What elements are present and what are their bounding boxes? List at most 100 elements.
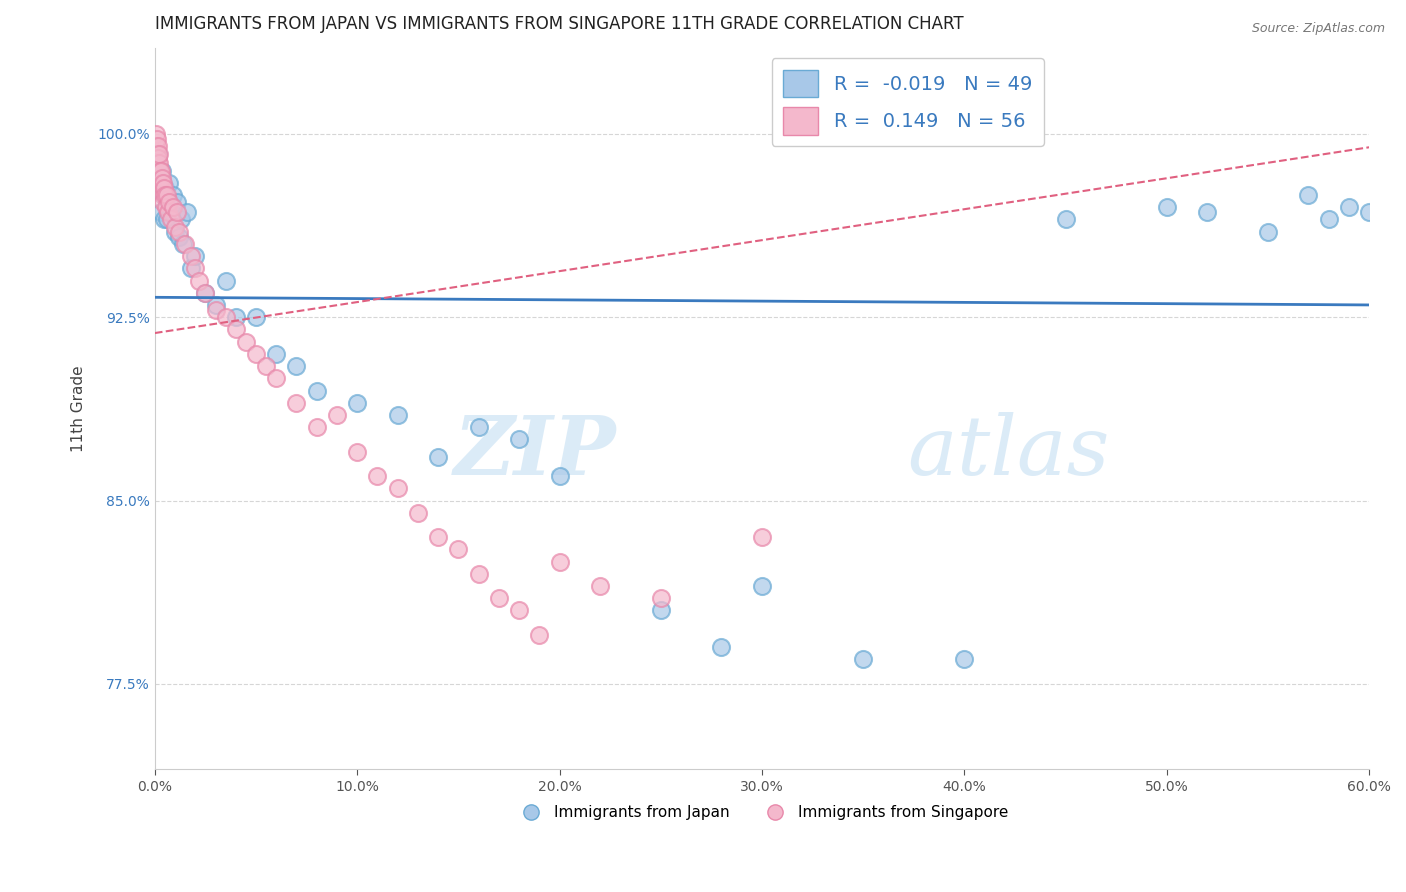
Point [406, 506, 429, 520]
Point [167, 225, 190, 239]
Point [346, 396, 368, 410]
Point [146, 146, 169, 161]
Point [194, 285, 217, 300]
Point [153, 180, 176, 194]
Point [149, 163, 172, 178]
Point [166, 195, 188, 210]
Point [145, 127, 167, 141]
Point [710, 640, 733, 654]
Point [387, 408, 409, 422]
Point [165, 219, 187, 234]
Point [174, 236, 197, 251]
Point [160, 205, 183, 219]
Point [225, 310, 247, 325]
Point [176, 205, 198, 219]
Legend: Immigrants from Japan, Immigrants from Singapore: Immigrants from Japan, Immigrants from S… [509, 799, 1015, 827]
Point [153, 180, 176, 194]
Point [1054, 212, 1077, 227]
Point [204, 298, 226, 312]
Point [152, 188, 174, 202]
Point [488, 591, 510, 606]
Point [427, 450, 450, 464]
Point [157, 176, 180, 190]
Point [149, 176, 172, 190]
Point [245, 310, 267, 325]
Point [305, 420, 328, 434]
Point [305, 384, 328, 398]
Text: IMMIGRANTS FROM JAPAN VS IMMIGRANTS FROM SINGAPORE 11TH GRADE CORRELATION CHART: IMMIGRANTS FROM JAPAN VS IMMIGRANTS FROM… [155, 15, 963, 33]
Point [215, 274, 238, 288]
Point [751, 579, 773, 593]
Point [153, 212, 176, 227]
Point [467, 566, 489, 581]
Point [148, 180, 170, 194]
Point [245, 347, 267, 361]
Point [264, 347, 287, 361]
Point [153, 188, 176, 202]
Point [150, 163, 173, 178]
Point [148, 156, 170, 170]
Point [326, 408, 349, 422]
Point [285, 359, 308, 373]
Point [589, 579, 612, 593]
Point [146, 163, 169, 178]
Point [184, 261, 207, 276]
Point [1358, 205, 1381, 219]
Point [146, 132, 169, 146]
Point [146, 139, 169, 153]
Point [170, 212, 193, 227]
Point [529, 628, 551, 642]
Point [165, 225, 187, 239]
Y-axis label: 11th Grade: 11th Grade [72, 366, 86, 452]
Point [145, 139, 167, 153]
Point [156, 205, 179, 219]
Point [650, 603, 672, 617]
Point [447, 542, 470, 557]
Point [346, 444, 368, 458]
Point [188, 274, 211, 288]
Point [150, 180, 173, 194]
Point [160, 212, 183, 227]
Point [166, 205, 188, 219]
Point [508, 433, 530, 447]
Point [254, 359, 277, 373]
Point [194, 285, 217, 300]
Point [225, 322, 247, 336]
Point [152, 188, 174, 202]
Text: Source: ZipAtlas.com: Source: ZipAtlas.com [1251, 22, 1385, 36]
Point [157, 195, 180, 210]
Point [155, 200, 177, 214]
Point [156, 212, 179, 227]
Point [149, 163, 172, 178]
Point [366, 469, 388, 483]
Point [152, 195, 174, 210]
Point [508, 603, 530, 617]
Point [264, 371, 287, 385]
Point [149, 176, 172, 190]
Point [180, 261, 202, 276]
Point [184, 249, 207, 263]
Point [953, 652, 976, 666]
Point [548, 469, 571, 483]
Point [156, 188, 179, 202]
Point [751, 530, 773, 544]
Point [152, 176, 174, 190]
Point [387, 481, 409, 495]
Point [235, 334, 257, 349]
Point [172, 236, 194, 251]
Point [148, 146, 170, 161]
Point [162, 188, 184, 202]
Point [146, 146, 169, 161]
Point [852, 652, 875, 666]
Point [1317, 212, 1340, 227]
Point [467, 420, 489, 434]
Point [1337, 200, 1360, 214]
Point [1156, 200, 1178, 214]
Point [650, 591, 672, 606]
Point [150, 171, 173, 186]
Point [1298, 188, 1320, 202]
Point [1197, 205, 1219, 219]
Text: atlas: atlas [908, 412, 1109, 492]
Point [548, 555, 571, 569]
Point [1368, 195, 1391, 210]
